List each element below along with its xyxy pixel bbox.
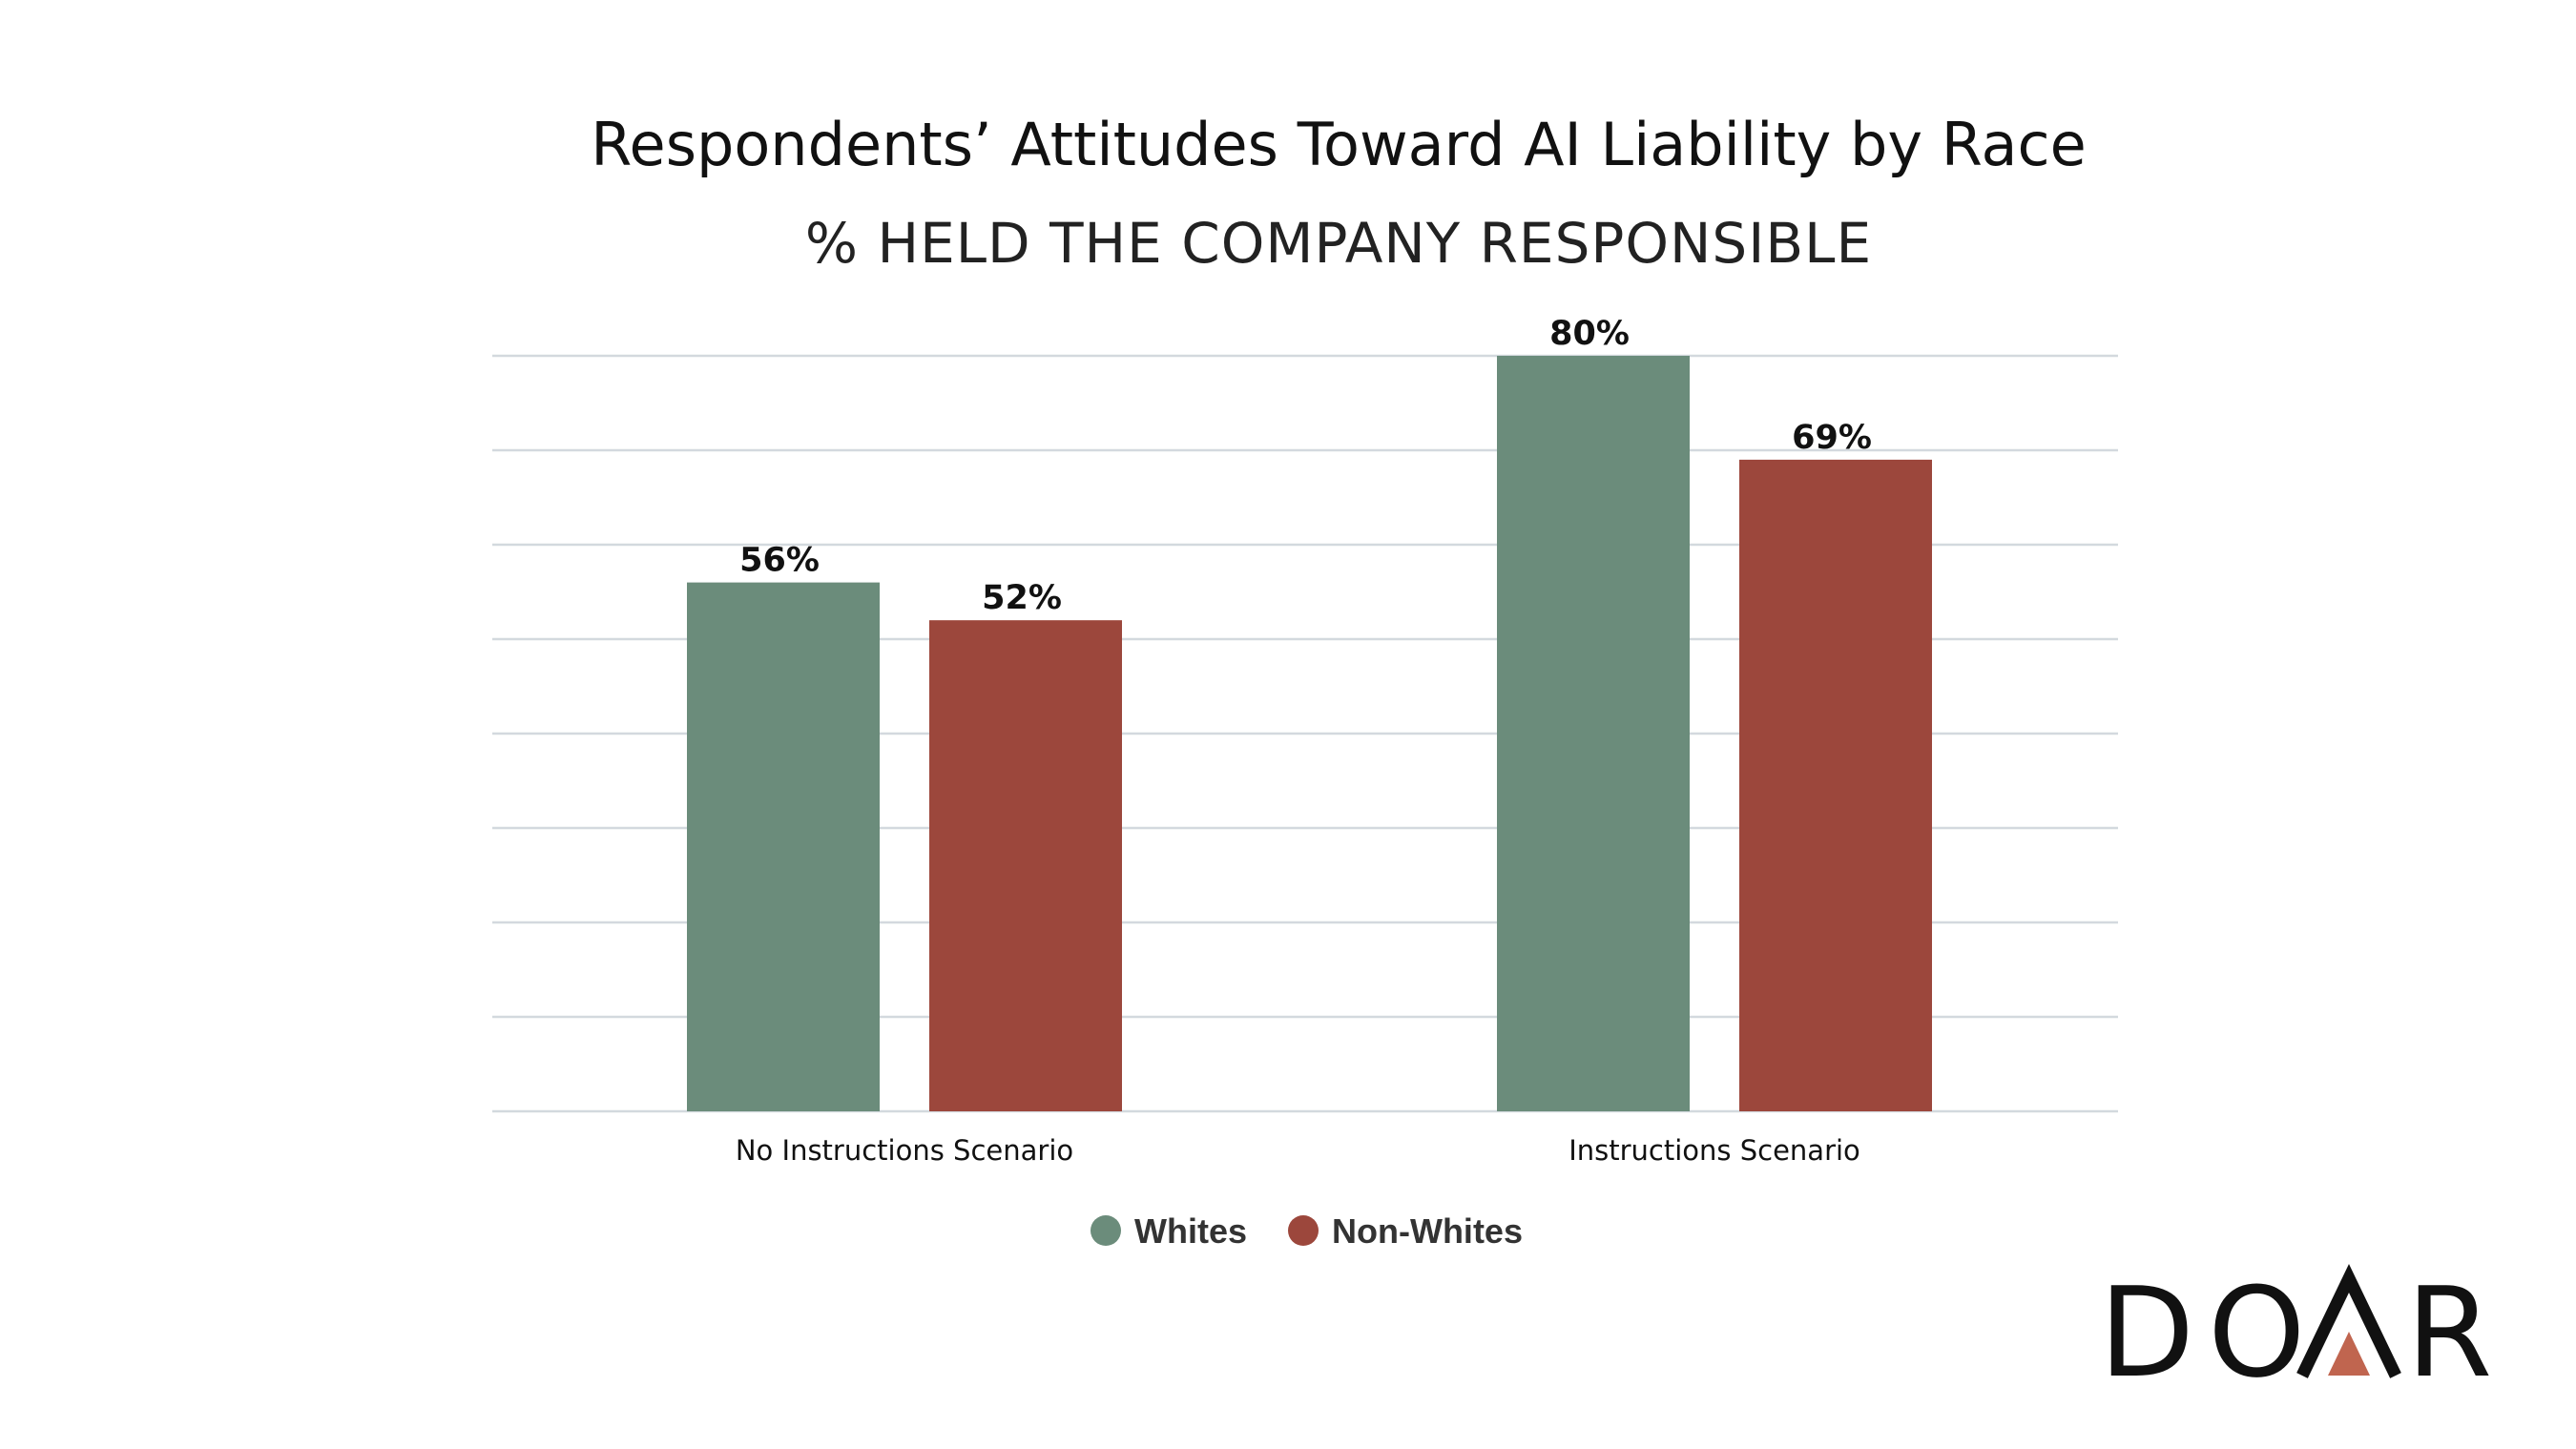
category-label-instructions: Instructions Scenario xyxy=(1568,1134,1860,1167)
category-label-no-instructions: No Instructions Scenario xyxy=(736,1134,1073,1167)
legend-label-non-whites: Non-Whites xyxy=(1332,1211,1523,1251)
legend-swatch-non-whites xyxy=(1288,1215,1319,1246)
bars xyxy=(687,356,1932,1111)
data-label: 56% xyxy=(739,542,820,580)
logo-wordmark-r: R xyxy=(2406,1260,2505,1405)
chart-subtitle: % HELD THE COMPANY RESPONSIBLE xyxy=(805,211,1872,276)
bar-whites-0 xyxy=(687,582,880,1111)
logo-wordmark: DO xyxy=(2099,1260,2318,1405)
data-label: 52% xyxy=(982,579,1062,617)
bar-non-whites-0 xyxy=(929,620,1122,1111)
legend-swatch-whites xyxy=(1091,1215,1121,1246)
legend-label-whites: Whites xyxy=(1134,1211,1247,1251)
data-label: 80% xyxy=(1549,315,1630,353)
bar-non-whites-1 xyxy=(1739,459,1932,1111)
doar-logo: DO R xyxy=(2099,1260,2505,1405)
logo-a-shape xyxy=(2296,1263,2401,1378)
data-label: 69% xyxy=(1792,419,1872,457)
logo-accent-triangle xyxy=(2328,1332,2370,1376)
data-labels: 56% 80% 52% 69% xyxy=(739,315,1872,617)
chart-title: Respondents’ Attitudes Toward AI Liabili… xyxy=(591,110,2086,179)
legend: Whites Non-Whites xyxy=(1091,1211,1523,1251)
bar-whites-1 xyxy=(1497,356,1690,1111)
